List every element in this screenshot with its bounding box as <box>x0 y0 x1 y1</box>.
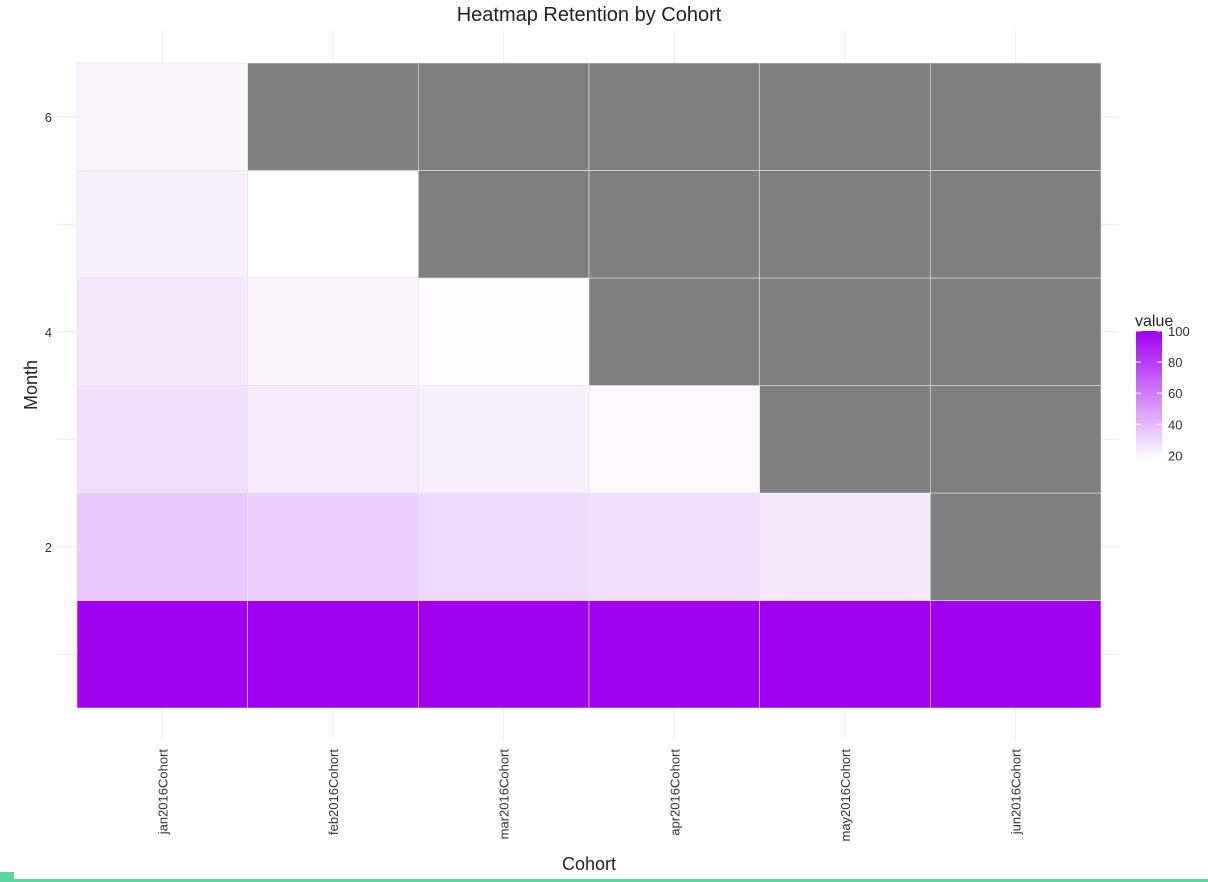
legend-color-bar <box>1136 331 1162 460</box>
heatmap-cell <box>759 62 931 171</box>
heatmap-cell <box>418 170 590 279</box>
heatmap-cell <box>418 385 590 494</box>
x-axis-title: Cohort <box>562 854 616 874</box>
x-tick-label: feb2016Cohort <box>326 749 341 835</box>
heatmap-cell <box>759 277 931 386</box>
legend-tick-label: 20 <box>1168 448 1182 463</box>
legend-tick-label: 80 <box>1168 355 1182 370</box>
y-axis: 2 4 6 <box>45 110 52 555</box>
heatmap-cell <box>759 170 931 279</box>
legend-title: value <box>1135 313 1173 330</box>
heatmap-cell <box>588 385 760 494</box>
heatmap-cell <box>759 385 931 494</box>
heatmap-cell <box>247 600 419 709</box>
heatmap-cell <box>76 600 248 709</box>
x-tick-label: may2016Cohort <box>838 749 853 842</box>
heatmap-cell <box>247 62 419 171</box>
heatmap-cell <box>76 492 248 601</box>
heatmap-cell <box>76 62 248 171</box>
x-tick-label: jan2016Cohort <box>155 749 170 836</box>
legend-tick-label: 100 <box>1168 324 1190 339</box>
heatmap-cell <box>759 600 931 709</box>
heatmap-cell <box>418 492 590 601</box>
heatmap-cell <box>76 385 248 494</box>
heatmap-cell <box>759 492 931 601</box>
heatmap-cell <box>418 600 590 709</box>
bottom-accent-square <box>0 872 14 882</box>
x-tick-label: jun2016Cohort <box>1009 749 1024 836</box>
heatmap-cells <box>76 62 1102 709</box>
heatmap-cell <box>930 492 1102 601</box>
heatmap-cell <box>588 600 760 709</box>
heatmap-cell <box>588 277 760 386</box>
x-tick-label: mar2016Cohort <box>497 749 512 840</box>
heatmap-cell <box>930 277 1102 386</box>
legend-tick-label: 40 <box>1168 417 1182 432</box>
heatmap-cell <box>76 170 248 279</box>
heatmap-cell <box>930 170 1102 279</box>
heatmap-cell <box>930 385 1102 494</box>
heatmap-cell <box>247 492 419 601</box>
y-axis-title: Month <box>21 360 41 410</box>
y-tick-label: 2 <box>45 540 52 555</box>
color-legend: value 20 40 60 80 100 <box>1135 313 1190 463</box>
heatmap-cell <box>247 385 419 494</box>
x-axis: jan2016Cohort feb2016Cohort mar2016Cohort a… <box>155 749 1023 842</box>
heatmap-cell <box>418 277 590 386</box>
bottom-accent-bar <box>0 879 1208 882</box>
heatmap-cell <box>588 492 760 601</box>
heatmap-cell <box>247 277 419 386</box>
heatmap-cell <box>247 170 419 279</box>
heatmap-cell <box>418 62 590 171</box>
legend-tick-label: 60 <box>1168 386 1182 401</box>
y-tick-label: 4 <box>45 325 52 340</box>
heatmap-cell <box>930 62 1102 171</box>
heatmap-cell <box>930 600 1102 709</box>
heatmap-cell <box>588 62 760 171</box>
chart-title: Heatmap Retention by Cohort <box>457 4 722 26</box>
heatmap-cell <box>588 170 760 279</box>
legend-ticks: 20 40 60 80 100 <box>1136 324 1190 463</box>
heatmap-cell <box>76 277 248 386</box>
x-tick-label: apr2016Cohort <box>667 749 682 836</box>
y-tick-label: 6 <box>45 110 52 125</box>
